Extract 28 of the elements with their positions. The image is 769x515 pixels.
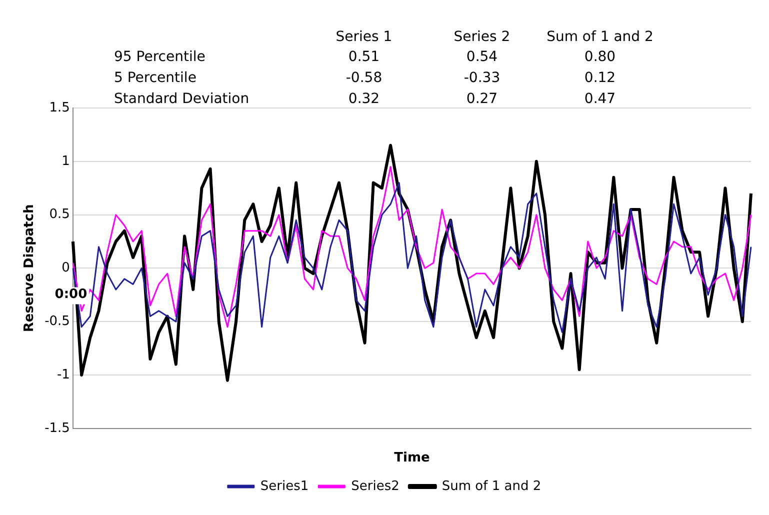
y-tick-label: 0 [62, 260, 70, 276]
text: -0.33 [462, 69, 502, 88]
text: Series 2 [452, 28, 512, 47]
text: 0.47 [583, 90, 617, 109]
x-tick-label: 0:00 [54, 287, 88, 302]
legend-label: Series2 [351, 478, 400, 494]
text: 95 Percentile [113, 48, 206, 67]
legend-label: Sum of 1 and 2 [442, 478, 542, 494]
text: -0.58 [344, 69, 384, 88]
y-tick-label: 0.5 [49, 207, 70, 222]
text: 0.12 [583, 69, 617, 88]
y-tick-label: 1 [62, 154, 70, 169]
y-tick-label: -1.5 [44, 420, 70, 436]
y-tick-label: 1.5 [49, 100, 70, 116]
text: 5 Percentile [113, 69, 198, 88]
text: 0.27 [465, 90, 499, 109]
y-tick-label: -0.5 [44, 314, 70, 329]
y-tick-label: -1 [56, 367, 70, 382]
legend-label: Series1 [260, 478, 309, 494]
text: 0.80 [583, 48, 617, 67]
text: 0.51 [347, 48, 381, 67]
text: 0.54 [465, 48, 499, 67]
x-axis-title: Time [394, 450, 430, 466]
text: Sum of 1 and 2 [546, 28, 654, 47]
text: Series 1 [334, 28, 394, 47]
text: Standard Deviation [113, 90, 250, 109]
y-axis-title: Reserve Dispatch [22, 204, 38, 332]
text: 0.32 [347, 90, 381, 109]
